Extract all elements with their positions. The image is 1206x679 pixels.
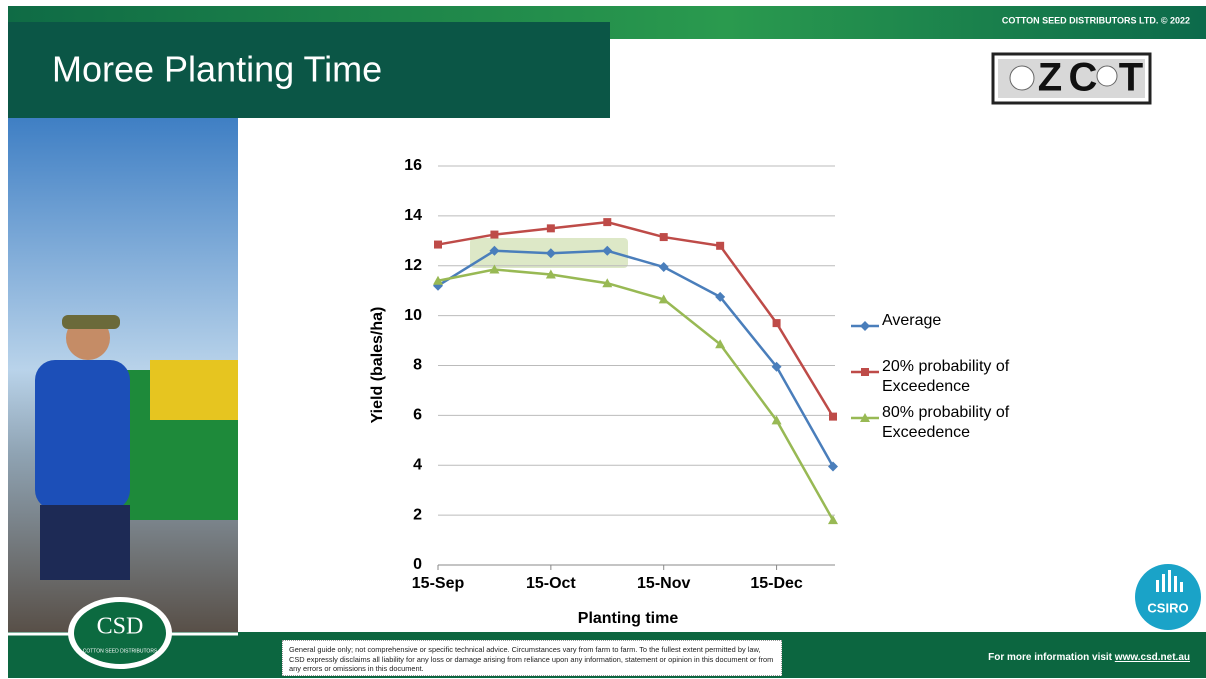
x-tick-label: 15-Oct: [526, 575, 576, 592]
y-tick-label: 4: [413, 456, 422, 473]
y-tick-label: 12: [404, 257, 422, 274]
slide: Moree Planting Time COTTON SEED DISTRIBU…: [0, 0, 1206, 679]
marker: [828, 461, 838, 471]
y-tick-label: 0: [413, 556, 422, 573]
legend-label: 80% probability of Exceedence: [855, 403, 1035, 443]
info-text: For more information visit: [988, 652, 1112, 663]
legend-item: 80% probability of Exceedence: [855, 403, 1035, 443]
marker: [434, 241, 442, 249]
x-axis-title: Planting time: [578, 610, 679, 627]
site-link[interactable]: www.csd.net.au: [1115, 652, 1190, 663]
slide-title: Moree Planting Time: [52, 49, 382, 90]
logo-letter: Z: [1038, 56, 1062, 100]
y-tick-label: 2: [413, 506, 422, 523]
marker: [829, 413, 837, 421]
cotton-icon: [1010, 66, 1034, 90]
company-text: COTTON SEED DISTRIBUTORS LTD. © 2022: [1002, 15, 1190, 25]
footer-info: For more information visit www.csd.net.a…: [988, 652, 1190, 663]
legend-label: Average: [855, 311, 1035, 331]
y-tick-label: 10: [404, 307, 422, 324]
cotton-icon: [1097, 66, 1117, 86]
slide-graphics: Moree Planting Time COTTON SEED DISTRIBU…: [0, 0, 1206, 679]
series-line: [438, 269, 833, 520]
marker: [773, 319, 781, 327]
marker: [490, 231, 498, 239]
y-tick-label: 6: [413, 407, 422, 424]
marker: [860, 321, 870, 331]
marker: [547, 224, 555, 232]
y-axis-title: Yield (bales/ha): [369, 307, 386, 424]
x-tick-label: 15-Dec: [750, 575, 803, 592]
x-tick-label: 15-Sep: [412, 575, 465, 592]
marker: [603, 218, 611, 226]
plot: 0 2 4 6 8 10 12 14 16 15-Sep 15-Oct 15-Nov 15-Dec: [404, 157, 838, 592]
farmer-shirt: [35, 360, 130, 510]
x-tick-label: 15-Nov: [637, 575, 690, 592]
marker: [861, 368, 869, 376]
marker: [659, 262, 669, 272]
y-tick-label: 14: [404, 207, 422, 224]
legend-key: [851, 366, 881, 378]
logo-letter: T: [1119, 56, 1143, 100]
marker: [716, 242, 724, 250]
planter-hoppers: [150, 360, 238, 420]
farmer-cap: [62, 315, 120, 329]
csd-logo-text: CSD: [97, 614, 144, 640]
legend-item: 20% probability of Exceedence: [855, 357, 1035, 397]
disclaimer: General guide only; not comprehensive or…: [282, 640, 782, 676]
y-tick-label: 16: [404, 157, 422, 174]
legend-key: [851, 412, 881, 424]
series-line: [438, 251, 833, 467]
logo-letter: C: [1069, 56, 1098, 100]
legend-label: 20% probability of Exceedence: [855, 357, 1035, 397]
marker: [660, 233, 668, 241]
csd-tagline: COTTON SEED DISTRIBUTORS: [83, 648, 158, 654]
csiro-text: CSIRO: [1147, 600, 1188, 615]
legend-key: [851, 320, 881, 332]
farmer-shorts: [40, 505, 130, 580]
y-tick-label: 8: [413, 357, 422, 374]
legend-item: Average: [855, 311, 1035, 331]
